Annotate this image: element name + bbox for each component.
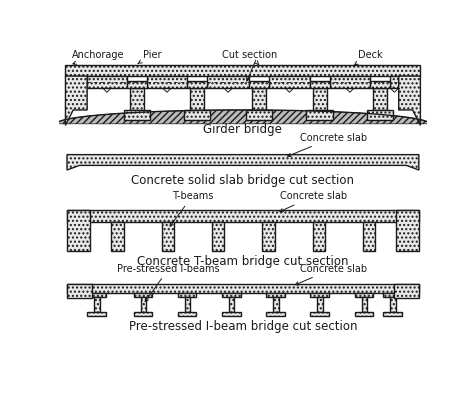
Bar <box>266 293 285 297</box>
Bar <box>262 222 275 251</box>
Bar <box>190 87 204 110</box>
Bar <box>67 210 90 251</box>
Bar <box>313 87 327 110</box>
Polygon shape <box>65 76 87 125</box>
Text: Concrete solid slab bridge cut section: Concrete solid slab bridge cut section <box>131 174 355 187</box>
Bar <box>355 293 373 297</box>
Bar <box>266 312 285 316</box>
Bar <box>67 210 419 222</box>
Bar <box>383 293 402 297</box>
Bar <box>134 293 152 297</box>
Bar <box>67 284 92 298</box>
Bar <box>370 81 390 87</box>
Text: Pre-stressed I-beam bridge cut section: Pre-stressed I-beam bridge cut section <box>128 320 357 333</box>
Bar <box>310 293 329 297</box>
Text: Concrete T-beam bridge cut section: Concrete T-beam bridge cut section <box>137 255 349 268</box>
Bar <box>390 297 396 312</box>
Polygon shape <box>67 155 419 170</box>
Bar <box>383 312 402 316</box>
Bar <box>87 293 106 297</box>
Bar <box>141 297 146 312</box>
Text: Pier: Pier <box>138 50 162 64</box>
Bar <box>313 222 325 251</box>
Bar <box>317 297 323 312</box>
Bar <box>65 65 420 76</box>
Bar <box>394 284 419 298</box>
Bar <box>273 297 279 312</box>
Bar <box>222 312 241 316</box>
Bar <box>94 297 100 312</box>
Bar <box>111 222 124 251</box>
Bar <box>187 81 207 87</box>
Bar <box>222 293 241 297</box>
Bar <box>363 222 375 251</box>
Text: Concrete slab: Concrete slab <box>288 133 366 156</box>
Bar <box>178 293 196 297</box>
Bar <box>212 222 224 251</box>
Bar <box>229 297 235 312</box>
Text: Concrete slab: Concrete slab <box>295 264 366 285</box>
Bar <box>246 110 273 120</box>
Bar <box>185 297 190 312</box>
Bar <box>249 81 269 87</box>
Bar <box>67 284 419 293</box>
Bar <box>87 76 127 87</box>
Text: Concrete slab: Concrete slab <box>280 191 347 212</box>
Bar <box>87 312 106 316</box>
Text: Anchorage: Anchorage <box>72 50 124 64</box>
Text: Girder bridge: Girder bridge <box>203 123 283 136</box>
Polygon shape <box>399 76 420 125</box>
Text: Deck: Deck <box>355 50 382 65</box>
Bar <box>207 76 249 87</box>
Text: T-beams: T-beams <box>170 191 213 226</box>
Bar <box>362 297 367 312</box>
Bar <box>373 87 387 110</box>
Bar <box>127 81 147 87</box>
Bar <box>367 110 393 120</box>
Bar <box>252 87 266 110</box>
Text: Pre-stressed I-beams: Pre-stressed I-beams <box>118 264 220 301</box>
Text: Cut section: Cut section <box>222 50 277 64</box>
Bar <box>178 312 196 316</box>
Bar <box>162 222 174 251</box>
Polygon shape <box>56 110 429 124</box>
Bar <box>130 87 144 110</box>
Bar <box>124 110 150 120</box>
Bar <box>396 210 419 251</box>
Bar <box>134 312 152 316</box>
Bar <box>330 76 370 87</box>
Bar <box>390 76 399 87</box>
Bar <box>310 312 329 316</box>
Bar <box>310 81 330 87</box>
Bar <box>307 110 333 120</box>
Bar <box>355 312 373 316</box>
Bar <box>184 110 210 120</box>
Bar <box>147 76 187 87</box>
Bar <box>269 76 310 87</box>
